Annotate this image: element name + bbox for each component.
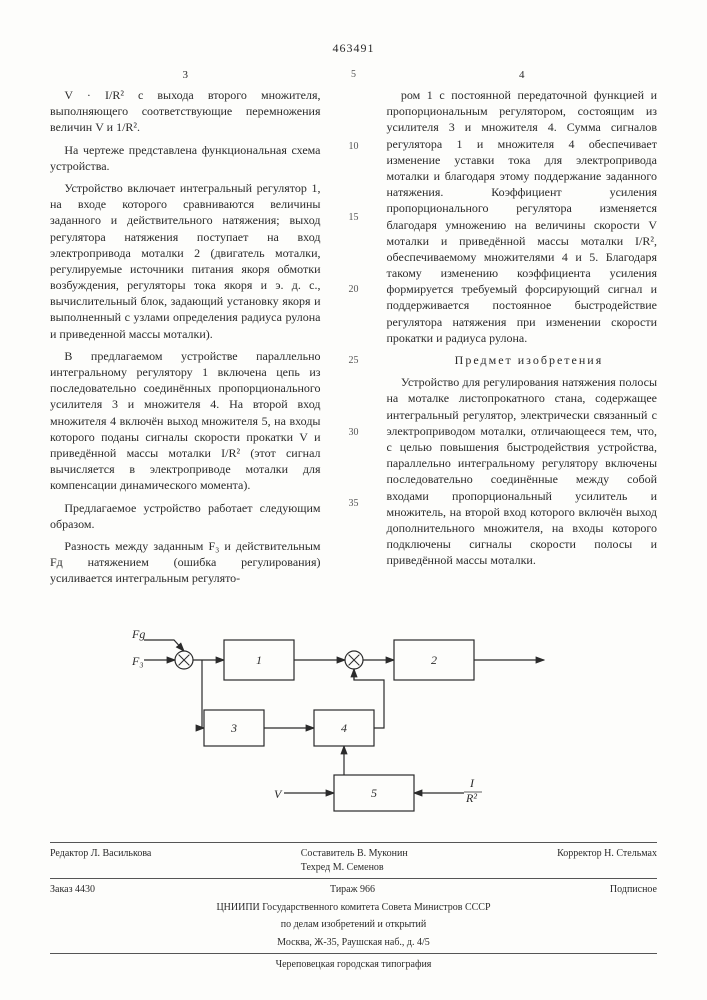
org-line: ЦНИИПИ Государственного комитета Совета …: [50, 901, 657, 915]
patent-number: 463491: [50, 40, 657, 56]
right-page-num: 4: [387, 68, 658, 83]
line-num: 10: [349, 140, 359, 154]
svg-text:F₃: F₃: [131, 654, 144, 668]
org-line: Москва, Ж-35, Раушская наб., д. 4/5: [50, 936, 657, 950]
two-column-body: 3 V · I/R² с выхода второго множителя, в…: [50, 68, 657, 592]
svg-text:V: V: [274, 787, 283, 801]
right-column: 4 ром 1 с постоянной передаточной функци…: [387, 68, 658, 592]
footer: Редактор Л. Василькова Составитель В. Му…: [50, 842, 657, 972]
para: Разность между заданным F₃ и действитель…: [50, 538, 321, 587]
para: Устройство для регулирования натяжения п…: [387, 374, 658, 568]
order-num: Заказ 4430: [50, 883, 95, 897]
line-num: 30: [349, 426, 359, 440]
composer: Составитель В. МуконинТехред М. Семенов: [301, 847, 408, 874]
svg-text:1: 1: [256, 653, 262, 667]
para: На чертеже представлена функциональная с…: [50, 142, 321, 174]
svg-text:I: I: [469, 776, 475, 790]
corrector: Корректор Н. Стельмах: [557, 847, 657, 874]
svg-text:5: 5: [371, 786, 377, 800]
tirazh: Тираж 966: [330, 883, 375, 897]
para: Предлагаемое устройство работает следующ…: [50, 500, 321, 532]
para: В предлагаемом устройстве параллельно ин…: [50, 348, 321, 494]
line-num: 5: [351, 68, 356, 82]
svg-text:2: 2: [431, 653, 437, 667]
block-diagram: 1 2 3 4 5 Fg F₃ V IR²: [124, 610, 584, 830]
para: ром 1 с постоянной передаточной функцией…: [387, 87, 658, 346]
para: Устройство включает интегральный регулят…: [50, 180, 321, 342]
subject-title: Предмет изобретения: [387, 352, 658, 368]
line-num: 35: [349, 497, 359, 511]
para: V · I/R² с выхода второго множителя, вып…: [50, 87, 321, 136]
left-page-num: 3: [50, 68, 321, 83]
svg-text:4: 4: [341, 721, 347, 735]
svg-text:R²: R²: [465, 791, 477, 805]
svg-text:Fg: Fg: [131, 627, 145, 641]
line-num: 15: [349, 211, 359, 225]
line-num: 20: [349, 283, 359, 297]
signed: Подписное: [610, 883, 657, 897]
left-column: 3 V · I/R² с выхода второго множителя, в…: [50, 68, 321, 592]
line-num: 25: [349, 354, 359, 368]
printer: Череповецкая городская типография: [50, 958, 657, 972]
svg-text:3: 3: [230, 721, 237, 735]
editor: Редактор Л. Василькова: [50, 847, 151, 874]
org-line: по делам изобретений и открытий: [50, 918, 657, 932]
line-number-gutter: 5 10 15 20 25 30 35: [347, 68, 361, 592]
